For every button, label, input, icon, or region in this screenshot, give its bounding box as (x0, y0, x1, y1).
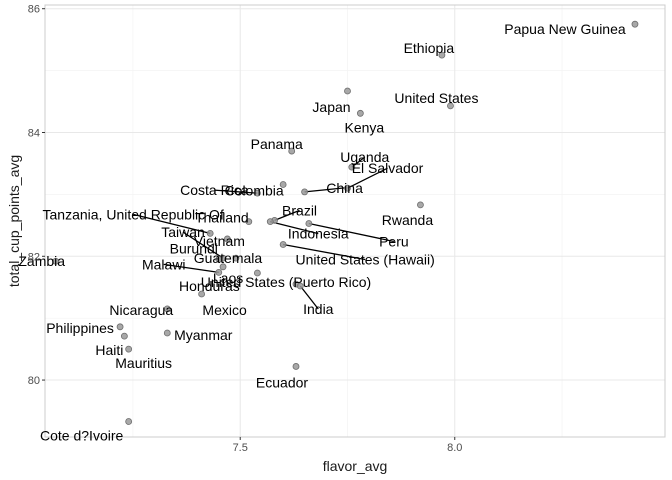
label-leader-line (270, 220, 319, 235)
point-label: United States (Hawaii) (295, 252, 434, 268)
data-point (206, 229, 214, 237)
point-label: Kenya (345, 119, 385, 135)
data-point (253, 269, 261, 277)
data-point (219, 263, 227, 271)
point-label: Vietnam (194, 233, 245, 249)
data-point (215, 255, 223, 263)
label-leader-line (133, 213, 211, 235)
point-label: Zambia (18, 253, 65, 269)
point-label: Haiti (95, 342, 123, 358)
label-leader-line (274, 209, 300, 221)
label-leader-line (347, 167, 388, 189)
minor-gridlines (45, 5, 665, 437)
point-label: India (303, 301, 334, 317)
data-point (116, 323, 124, 331)
data-point (232, 254, 240, 262)
y-tick-label: 82 (28, 251, 40, 263)
data-point (296, 282, 304, 290)
label-leader-line (299, 285, 319, 310)
point-label: United States (394, 90, 478, 106)
data-point (356, 109, 364, 117)
data-point (288, 147, 296, 155)
data-point (253, 189, 261, 197)
point-label: El Salvador (352, 160, 424, 176)
y-tick-label: 84 (28, 127, 40, 139)
x-axis-ticks: 7.5 8.0 (233, 437, 462, 454)
data-point (163, 305, 171, 313)
data-point (279, 181, 287, 188)
data-point (447, 102, 454, 110)
point-label: Tanzania, United Republic Of (43, 206, 224, 222)
point-label: Uganda (340, 149, 389, 165)
label-leader-line (182, 231, 224, 259)
point-label: Ethiopia (404, 40, 455, 56)
point-label: Burundi (170, 240, 218, 256)
point-label: United States (Puerto Rico) (201, 274, 371, 290)
point-label: Papua New Guinea (504, 21, 626, 37)
y-tick-label: 86 (28, 4, 40, 16)
data-point (223, 235, 231, 243)
point-label: Costa Rica (180, 182, 249, 198)
data-point (344, 87, 351, 95)
point-labels: Papua New Guinea Ethiopia Japan United Stat… (18, 21, 625, 443)
y-axis-ticks: 80 82 84 86 (28, 4, 45, 387)
panel-border (44, 4, 666, 438)
data-point (417, 201, 424, 209)
label-leader-line (308, 222, 395, 243)
data-point (348, 163, 356, 171)
data-point (215, 268, 223, 276)
data-point (125, 418, 133, 425)
point-label: Brazil (282, 202, 317, 218)
label-leader-line (214, 189, 258, 194)
data-point (279, 241, 287, 248)
data-point (245, 218, 253, 226)
data-point (198, 290, 206, 298)
x-tick-label: 7.5 (233, 442, 248, 454)
x-tick-label: 8.0 (447, 442, 462, 454)
data-point (292, 363, 300, 370)
point-label: Philippines (46, 320, 114, 336)
point-label: Thailand (195, 210, 249, 226)
point-label: Mauritius (115, 355, 172, 371)
point-label: Taiwan (161, 224, 205, 240)
y-tick-label: 80 (28, 375, 40, 387)
point-label: Ecuador (256, 374, 308, 390)
point-label: Panama (251, 136, 303, 152)
point-label: Laos (213, 270, 243, 286)
data-point (125, 345, 133, 353)
data-point (344, 184, 351, 192)
data-point (163, 329, 171, 337)
data-point (438, 51, 446, 59)
data-point (631, 20, 639, 28)
data-point (120, 332, 128, 340)
y-axis-title: total_cup_points_avg (6, 155, 22, 287)
point-label: Malawi (142, 256, 186, 272)
data-point (301, 188, 308, 196)
point-label: China (326, 180, 363, 196)
label-leader-line (304, 187, 345, 193)
data-point (52, 257, 60, 265)
point-label: Colombia (225, 182, 284, 198)
point-label: Peru (379, 233, 409, 249)
data-point (305, 220, 313, 227)
major-gridlines (45, 5, 665, 437)
point-label: Nicaragua (109, 302, 173, 318)
point-label: Mexico (202, 302, 247, 318)
point-label: Rwanda (382, 212, 434, 228)
point-label: Japan (312, 99, 350, 115)
point-label: Honduras (179, 278, 240, 294)
data-points (52, 20, 639, 425)
data-point (266, 218, 274, 226)
point-label: Guatemala (194, 250, 263, 266)
point-label: Myanmar (174, 327, 233, 343)
x-axis-title: flavor_avg (323, 458, 388, 474)
label-leader-line (163, 263, 219, 274)
point-label: Indonesia (288, 226, 349, 242)
point-label: Cote d?Ivoire (40, 428, 123, 444)
label-leader-line (283, 243, 366, 261)
